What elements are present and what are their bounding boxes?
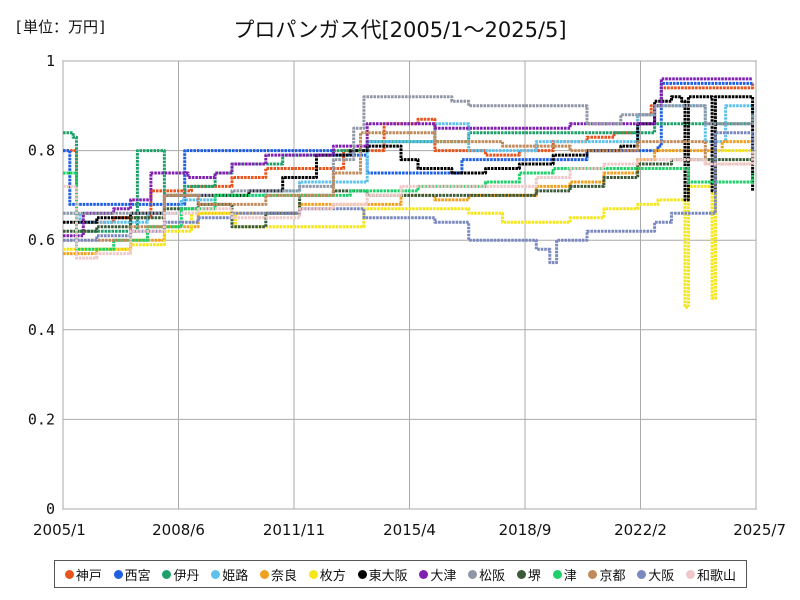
legend-label: 伊丹	[173, 568, 200, 584]
legend-item: 西宮	[113, 565, 151, 584]
y-tick-label: 0	[46, 500, 55, 518]
legend-item: 京都	[588, 565, 625, 584]
legend-item: 姫路	[211, 565, 248, 584]
chart-title: プロパンガス代[2005/1～2025/5]	[233, 18, 567, 42]
x-tick-label: 2022/2	[614, 521, 667, 539]
series-line-5	[63, 137, 755, 309]
x-tick-label: 2008/6	[152, 521, 205, 539]
y-tick-label: 0.8	[28, 142, 55, 160]
x-tick-label: 2005/1	[33, 521, 86, 539]
legend-marker-icon	[468, 569, 478, 579]
legend-item: 奈良	[260, 565, 297, 584]
legend-marker-icon	[419, 569, 429, 579]
legend-marker-icon	[308, 569, 318, 579]
legend-label: 東大阪	[368, 568, 408, 584]
legend-item: 松阪	[468, 565, 505, 584]
x-tick-label: 2025/7	[733, 521, 786, 539]
legend-marker-icon	[211, 569, 221, 579]
legend-marker-icon	[552, 569, 562, 579]
legend-marker-icon	[260, 569, 269, 579]
series-lines	[63, 77, 755, 309]
series-line-6	[63, 95, 755, 224]
legend-label: 姫路	[222, 568, 249, 584]
legend: 神戸 西宮 伊丹 姫路 奈良 枚方 東大阪 大津 松阪 堺 津 京都 大阪 和歌山	[54, 560, 747, 588]
legend-item: 津	[552, 565, 577, 584]
y-tick-label: 0.2	[28, 410, 55, 428]
legend-item: 伊丹	[162, 565, 199, 584]
legend-item: 堺	[516, 565, 541, 584]
legend-label: 松阪	[479, 568, 506, 584]
x-tick-label: 2018/9	[499, 521, 552, 539]
y-tick-label: 0.6	[28, 231, 55, 249]
legend-label: 京都	[599, 568, 626, 584]
y-tick-label: 1	[46, 52, 55, 70]
legend-label: 大阪	[648, 568, 675, 584]
legend-marker-icon	[357, 569, 367, 579]
legend-marker-icon	[686, 569, 696, 579]
y-tick-label: 0.4	[28, 321, 55, 339]
x-tick-label: 2011/11	[263, 521, 325, 539]
series-line-10	[63, 167, 755, 251]
legend-label: 和歌山	[697, 568, 737, 584]
legend-marker-icon	[113, 569, 123, 579]
legend-label: 西宮	[124, 568, 151, 584]
series-line-13	[63, 150, 755, 260]
legend-label: 枚方	[319, 568, 346, 584]
series-line-12	[63, 131, 755, 265]
legend-label: 大津	[430, 568, 457, 584]
grid-lines	[62, 60, 757, 510]
x-tick-label: 2015/4	[383, 521, 436, 539]
legend-label: 津	[563, 568, 577, 584]
legend-marker-icon	[516, 569, 526, 579]
legend-item: 枚方	[308, 565, 346, 584]
legend-label: 奈良	[271, 568, 298, 584]
legend-label: 堺	[527, 568, 541, 584]
legend-marker-icon	[64, 569, 74, 579]
unit-label: [単位：万円]	[14, 18, 108, 36]
legend-marker-icon	[162, 569, 172, 579]
legend-label: 神戸	[75, 568, 102, 584]
legend-item: 神戸	[64, 565, 102, 584]
series-line-11	[63, 131, 753, 242]
series-line-3	[63, 104, 755, 224]
series-line-7	[63, 77, 753, 238]
x-axis-ticks: 2005/1 2008/6 2011/11 2015/4 2018/9 2022/2 202…	[33, 521, 786, 539]
legend-marker-icon	[588, 569, 598, 579]
legend-item: 大阪	[637, 565, 674, 584]
legend-marker-icon	[637, 569, 647, 579]
y-axis-ticks: 0 0.2 0.4 0.6 0.8 1	[28, 52, 55, 518]
legend-item: 和歌山	[686, 565, 736, 584]
legend-item: 大津	[419, 565, 456, 584]
legend-item: 東大阪	[357, 565, 408, 584]
